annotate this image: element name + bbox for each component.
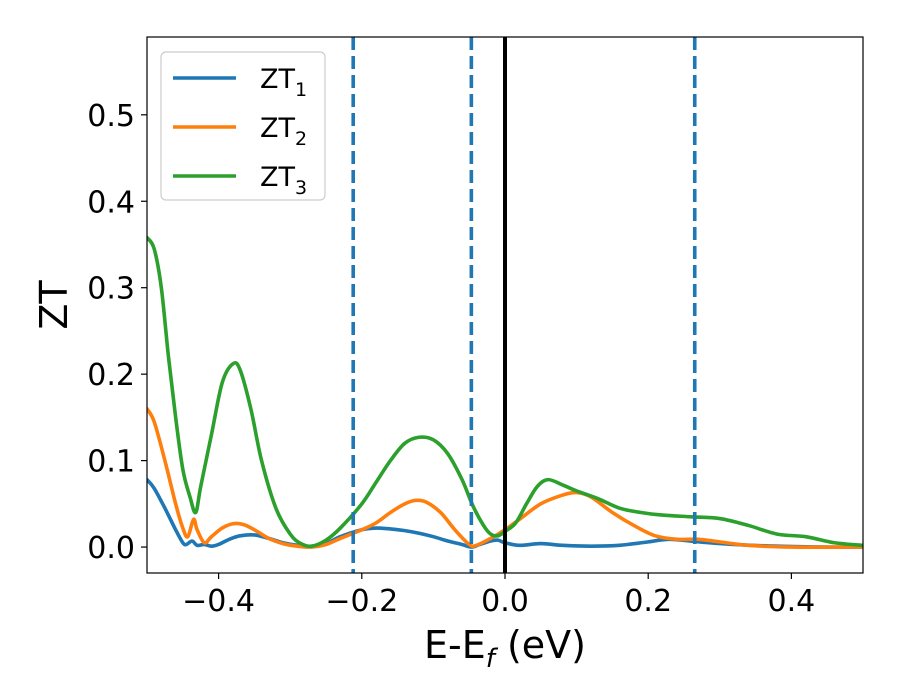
y-axis-label: ZT — [32, 280, 76, 330]
x-tick-label: 0.4 — [768, 584, 816, 619]
series-line-3 — [147, 235, 863, 549]
series-line-2 — [147, 406, 863, 549]
plot-data-layer — [147, 37, 863, 573]
x-axis-label-unit: (eV) — [495, 623, 586, 667]
legend: ZT1 ZT2 ZT3 — [160, 51, 326, 201]
y-tick-label: 0.0 — [87, 531, 135, 566]
legend-label-1: ZT1 — [260, 64, 307, 101]
axis-ticks-layer: −0.4 −0.2 0.0 0.2 0.4 0.0 0.1 0.2 0.3 0.4 0.5 — [87, 99, 815, 619]
series-line-1 — [147, 477, 863, 549]
y-tick-label: 0.5 — [87, 99, 135, 134]
y-tick-label: 0.1 — [87, 445, 135, 480]
y-tick-label: 0.2 — [87, 358, 135, 393]
x-tick-label: 0.2 — [624, 584, 672, 619]
legend-box — [160, 51, 326, 201]
legend-label-3: ZT3 — [260, 162, 307, 199]
y-tick-label: 0.3 — [87, 272, 135, 307]
y-tick-label: 0.4 — [87, 185, 135, 220]
x-axis-label: E-Ef (eV) — [424, 623, 586, 674]
x-tick-label: 0.0 — [481, 584, 529, 619]
x-tick-label: −0.4 — [182, 584, 255, 619]
x-tick-label: −0.2 — [325, 584, 398, 619]
legend-label-2: ZT2 — [260, 113, 307, 150]
